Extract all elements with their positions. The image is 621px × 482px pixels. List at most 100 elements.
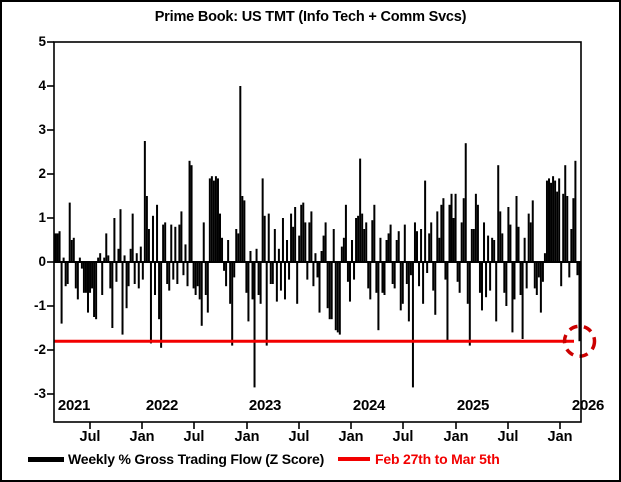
bar: [426, 262, 429, 273]
bar: [399, 262, 402, 311]
y-axis-tick-label: -1: [33, 298, 46, 313]
legend-red-line-swatch-icon: [338, 457, 370, 461]
legend-item-series: Weekly % Gross Trading Flow (Z Score): [28, 451, 324, 467]
x-axis-month-label: Jul: [183, 429, 205, 445]
bar: [125, 262, 128, 309]
bar: [204, 262, 207, 295]
bar: [233, 262, 236, 278]
bar: [485, 262, 488, 298]
bar: [511, 262, 514, 333]
bar: [115, 262, 118, 282]
bar: [497, 165, 500, 262]
bar: [332, 229, 335, 262]
bar: [552, 176, 555, 262]
bar: [304, 222, 307, 262]
bar: [545, 180, 548, 262]
bar: [513, 262, 516, 300]
bar: [450, 193, 453, 262]
bar: [418, 262, 421, 287]
bar: [446, 262, 449, 342]
bar: [537, 262, 540, 278]
bar: [568, 262, 571, 278]
bar: [99, 253, 102, 262]
bar: [395, 240, 398, 262]
bar: [245, 262, 248, 293]
bar: [210, 176, 213, 262]
bar: [227, 240, 230, 262]
bar: [60, 262, 63, 324]
bar: [78, 257, 81, 262]
bar: [300, 204, 303, 262]
bars-layer: [54, 86, 581, 388]
bar: [381, 262, 384, 293]
x-axis-year-label: 2024: [352, 397, 386, 414]
bar: [93, 262, 96, 317]
bar: [521, 262, 524, 339]
bar: [517, 226, 520, 262]
bar: [292, 226, 295, 262]
bar: [127, 262, 130, 287]
bar: [241, 196, 244, 262]
bar: [564, 165, 567, 262]
bar: [275, 262, 278, 302]
bar: [176, 262, 179, 284]
bar: [383, 262, 386, 295]
bar: [407, 262, 410, 322]
bar: [202, 222, 205, 262]
bar: [281, 218, 284, 262]
bar: [365, 222, 368, 262]
bar: [342, 237, 345, 262]
bar: [180, 211, 183, 262]
bar: [548, 178, 551, 262]
y-axis-tick-label: 3: [38, 122, 46, 137]
bar: [314, 253, 317, 262]
bar: [550, 182, 553, 262]
bar: [334, 262, 337, 331]
x-axis-year-label: 2025: [456, 397, 490, 414]
bar: [296, 262, 299, 304]
bar: [336, 262, 339, 333]
bar: [123, 255, 126, 262]
bar: [214, 176, 217, 262]
bar: [324, 222, 327, 262]
bar: [190, 165, 193, 262]
bar: [182, 262, 185, 276]
bar: [231, 262, 234, 346]
bar: [66, 262, 69, 284]
bar: [318, 262, 321, 313]
bar: [133, 262, 136, 284]
bar: [560, 262, 563, 287]
bar: [168, 262, 171, 291]
bar: [460, 222, 463, 262]
bar: [225, 262, 228, 287]
bar: [111, 262, 114, 328]
bar: [255, 248, 258, 262]
bar: [265, 262, 268, 346]
y-axis-tick-label: -2: [33, 342, 46, 357]
bar: [470, 229, 473, 262]
bar: [257, 262, 260, 295]
bar: [139, 246, 142, 262]
bar: [306, 262, 309, 280]
bar: [137, 262, 140, 289]
bar: [440, 204, 443, 262]
bar: [515, 196, 518, 262]
bar: [247, 262, 250, 322]
bar: [483, 222, 486, 262]
bar: [184, 244, 187, 262]
bar: [76, 262, 79, 300]
bar: [229, 262, 232, 304]
bar: [527, 213, 530, 262]
bar: [294, 207, 297, 262]
bar: [397, 231, 400, 262]
bar: [576, 262, 579, 276]
bar: [290, 213, 293, 262]
bar: [62, 257, 65, 262]
bar: [259, 262, 262, 304]
bar: [70, 240, 73, 262]
bar: [95, 262, 98, 320]
bar: [170, 224, 173, 262]
bar: [172, 262, 175, 280]
bar: [308, 222, 311, 262]
bar: [474, 193, 477, 262]
